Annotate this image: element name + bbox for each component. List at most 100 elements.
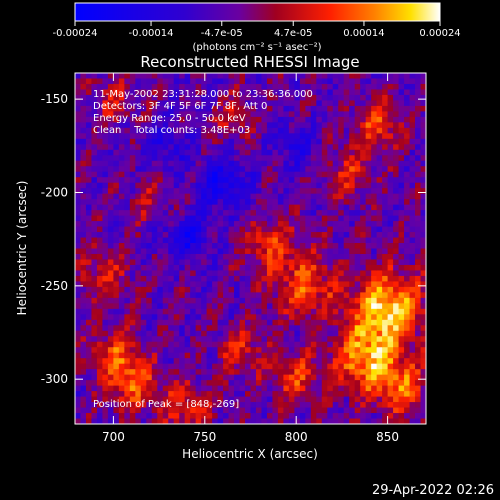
heatmap-cell	[245, 149, 252, 156]
heatmap-cell	[387, 418, 394, 424]
heatmap-cell	[365, 336, 372, 343]
heatmap-cell	[85, 193, 93, 200]
heatmap-cell	[327, 319, 334, 326]
heatmap-cell	[212, 341, 219, 348]
heatmap-cell	[310, 177, 317, 184]
heatmap-cell	[277, 237, 284, 244]
heatmap-cell	[245, 127, 252, 134]
heatmap-cell	[261, 215, 268, 222]
heatmap-cell	[327, 418, 334, 424]
heatmap-cell	[332, 270, 339, 277]
y-axis-label: Heliocentric Y (arcsec)	[15, 181, 29, 316]
heatmap-cell	[376, 270, 383, 277]
heatmap-cell	[190, 193, 197, 200]
heatmap-cell	[382, 210, 389, 217]
heatmap-cell	[398, 325, 405, 332]
heatmap-cell	[338, 314, 345, 321]
heatmap-cell	[113, 160, 120, 167]
heatmap-cell	[365, 407, 372, 414]
heatmap-cell	[360, 253, 367, 261]
heatmap-cell	[201, 264, 208, 272]
heatmap-cell	[234, 155, 241, 162]
heatmap-cell	[201, 133, 208, 140]
heatmap-cell	[162, 347, 169, 354]
heatmap-cell	[118, 122, 125, 129]
heatmap-cell	[360, 193, 367, 200]
heatmap-cell	[206, 380, 213, 387]
heatmap-cell	[343, 308, 350, 315]
heatmap-cell	[217, 319, 224, 326]
heatmap-cell	[168, 259, 175, 266]
heatmap-cell	[299, 270, 306, 277]
heatmap-cell	[376, 226, 383, 233]
heatmap-cell	[404, 237, 411, 244]
heatmap-cell	[255, 325, 263, 332]
heatmap-cell	[102, 204, 109, 211]
heatmap-cell	[146, 314, 153, 321]
heatmap-cell	[404, 380, 411, 387]
heatmap-cell	[124, 352, 131, 359]
heatmap-cell	[146, 193, 153, 200]
heatmap-cell	[266, 374, 274, 381]
heatmap-cell	[173, 385, 180, 392]
heatmap-cell	[277, 221, 284, 228]
heatmap-cell	[75, 83, 82, 91]
heatmap-cell	[393, 253, 400, 261]
heatmap-cell	[151, 83, 158, 91]
heatmap-cell	[415, 341, 422, 348]
heatmap-cell	[261, 133, 268, 140]
heatmap-cell	[168, 188, 175, 195]
heatmap-cell	[272, 270, 279, 277]
heatmap-cell	[376, 177, 383, 184]
heatmap-cell	[360, 182, 367, 189]
heatmap-cell	[107, 341, 114, 348]
heatmap-cell	[404, 193, 411, 200]
heatmap-cell	[409, 221, 416, 228]
heatmap-cell	[75, 391, 82, 398]
heatmap-cell	[250, 418, 257, 424]
heatmap-cell	[420, 369, 426, 376]
heatmap-cell	[404, 105, 411, 112]
heatmap-cell	[195, 111, 202, 118]
heatmap-cell	[91, 363, 98, 370]
heatmap-cell	[349, 83, 356, 91]
heatmap-cell	[113, 275, 120, 282]
heatmap-cell	[212, 264, 219, 272]
heatmap-cell	[151, 308, 158, 315]
heatmap-cell	[332, 182, 339, 189]
heatmap-cell	[305, 402, 312, 409]
heatmap-cell	[75, 369, 82, 376]
heatmap-cell	[365, 199, 372, 206]
heatmap-cell	[228, 380, 235, 387]
heatmap-cell	[124, 193, 131, 200]
heatmap-cell	[168, 138, 175, 145]
heatmap-cell	[404, 111, 411, 118]
heatmap-cell	[113, 243, 120, 250]
heatmap-cell	[85, 325, 93, 332]
heatmap-cell	[201, 221, 208, 228]
heatmap-cell	[223, 83, 230, 91]
heatmap-cell	[382, 199, 389, 206]
heatmap-cell	[228, 336, 235, 343]
heatmap-cell	[75, 363, 82, 370]
heatmap-cell	[168, 73, 175, 80]
heatmap-cell	[102, 314, 109, 321]
heatmap-cell	[118, 396, 125, 403]
heatmap-cell	[206, 418, 213, 424]
heatmap-cell	[415, 237, 422, 244]
heatmap-cell	[107, 385, 114, 392]
heatmap-cell	[151, 319, 158, 326]
heatmap-cell	[151, 396, 158, 403]
heatmap-cell	[179, 133, 186, 140]
heatmap-cell	[140, 116, 147, 123]
heatmap-cell	[404, 270, 411, 277]
heatmap-cell	[162, 133, 169, 140]
heatmap-cell	[173, 341, 180, 348]
heatmap-cell	[179, 264, 186, 272]
heatmap-cell	[387, 100, 394, 107]
heatmap-cell	[255, 270, 263, 277]
heatmap-cell	[91, 100, 98, 107]
heatmap-cell	[223, 122, 230, 129]
heatmap-cell	[349, 111, 356, 118]
heatmap-cell	[277, 177, 284, 184]
